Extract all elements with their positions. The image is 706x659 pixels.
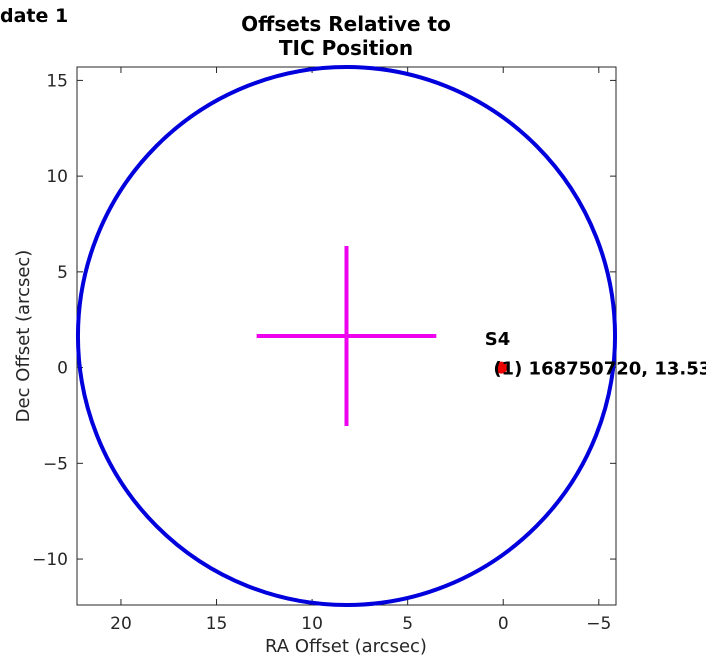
data-point-label: (1) 168750720, 13.53	[493, 359, 706, 380]
y-tick-label: 15	[46, 71, 68, 91]
data-point	[495, 361, 508, 374]
x-tick-label: 10	[301, 614, 323, 634]
x-tick-label: 0	[498, 614, 509, 634]
chart-title: Offsets Relative to TIC Position	[196, 12, 496, 60]
x-tick-label: 15	[206, 614, 228, 634]
y-tick-label: 5	[57, 263, 68, 283]
x-axis-label: RA Offset (arcsec)	[265, 636, 427, 657]
y-tick-label: −10	[32, 550, 68, 570]
sector-annotation: S4	[485, 329, 511, 350]
y-tick-label: 0	[57, 359, 68, 379]
x-tick-label: −5	[586, 614, 611, 634]
chart-title-line-2: TIC Position	[278, 36, 414, 60]
corner-title: date 1	[0, 5, 69, 27]
tic-circle	[75, 65, 618, 607]
x-tick-label: 5	[402, 614, 413, 634]
y-tick-label: −5	[43, 454, 68, 474]
x-tick-label: 20	[110, 614, 132, 634]
y-tick-label: 10	[46, 167, 68, 187]
y-axis-label: Dec Offset (arcsec)	[13, 250, 34, 423]
chart-title-line-1: Offsets Relative to	[241, 12, 451, 36]
plot-area: 20 15 10 5 0 −5 −10 −5 0 5 10 15 (1) 168750720, 13.5…	[32, 65, 706, 634]
